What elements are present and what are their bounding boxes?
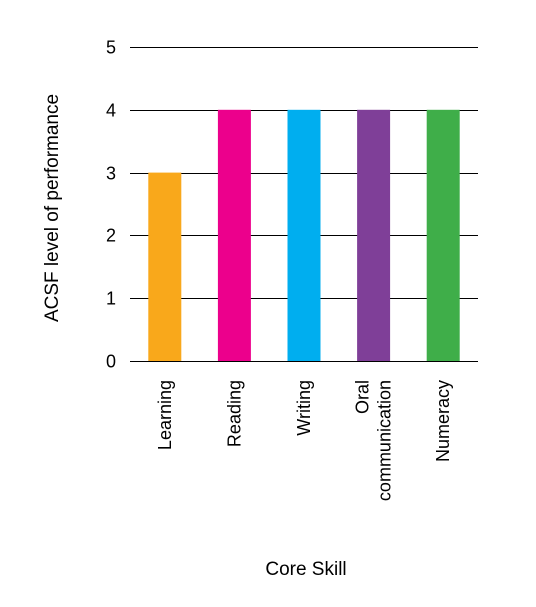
- x-tick-label: Reading: [224, 380, 244, 447]
- x-tick-label: communication: [375, 380, 395, 501]
- x-axis-title: Core Skill: [265, 559, 346, 580]
- bar-reading: [217, 109, 251, 361]
- bars: [148, 109, 460, 361]
- bar-writing: [287, 109, 321, 361]
- x-tick-label: Writing: [294, 380, 314, 436]
- x-tick-label: Oral: [353, 380, 373, 414]
- bar-learning: [148, 172, 182, 361]
- y-tick-label: 0: [106, 352, 116, 372]
- y-tick-labels: 0 1 2 3 4 5: [106, 38, 116, 372]
- y-tick-label: 5: [106, 38, 116, 58]
- bar-numeracy: [426, 109, 460, 361]
- x-tick-labels: Learning Reading Writing Oral communication N…: [155, 380, 453, 501]
- bar-oral-communication: [357, 109, 391, 361]
- x-tick-label: Learning: [155, 380, 175, 450]
- x-tick-label: Numeracy: [433, 380, 453, 462]
- y-axis-title: ACSF level of performance: [42, 94, 63, 322]
- y-tick-label: 1: [106, 289, 116, 309]
- y-tick-label: 3: [106, 164, 116, 184]
- y-tick-label: 2: [106, 226, 116, 246]
- y-tick-label: 4: [106, 101, 116, 121]
